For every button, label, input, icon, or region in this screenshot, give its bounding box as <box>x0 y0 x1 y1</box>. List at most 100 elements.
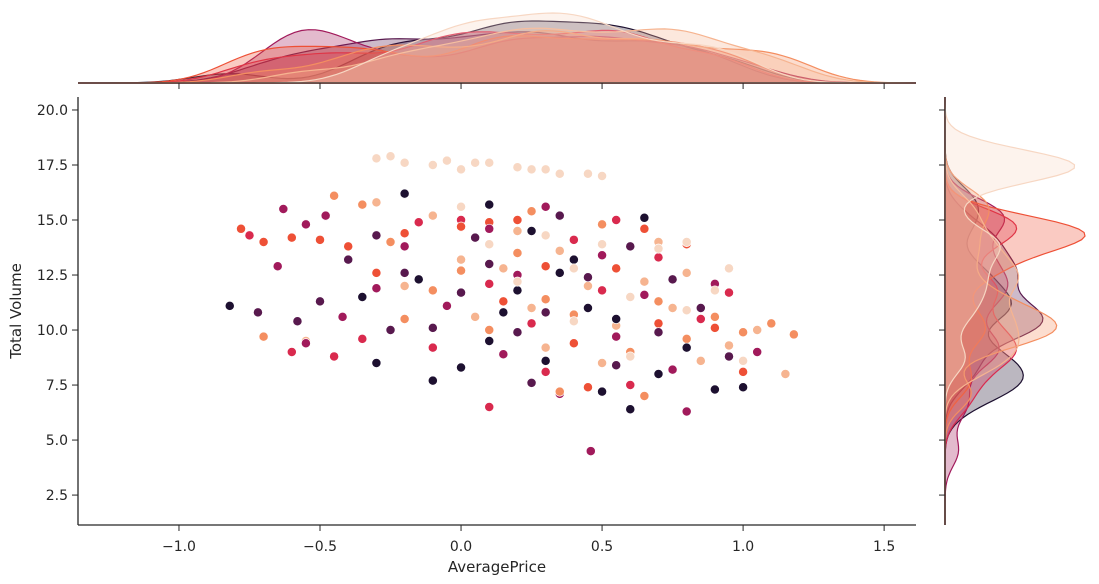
scatter-point-g0 <box>512 285 523 296</box>
scatter-point-g7 <box>583 168 593 179</box>
y-tick-label: 5.0 <box>46 433 68 449</box>
scatter-point-g3 <box>413 217 424 228</box>
scatter-point-g3 <box>540 366 551 377</box>
scatter-point-g1 <box>695 303 706 313</box>
scatter-point-g7 <box>456 164 466 175</box>
scatter-point-g2 <box>597 250 608 261</box>
scatter-point-g0 <box>427 375 438 386</box>
scatter-point-g3 <box>653 252 664 263</box>
y-tick-label: 7.5 <box>46 378 68 394</box>
scatter-point-g2 <box>667 364 678 375</box>
scatter-point-g6 <box>667 303 678 313</box>
x-axis-label: AveragePrice <box>448 558 546 576</box>
scatter-point-g4 <box>286 232 297 243</box>
scatter-point-g6 <box>470 311 481 322</box>
scatter-point-g3 <box>357 333 368 344</box>
scatter-point-g4 <box>399 228 410 239</box>
scatter-point-g6 <box>583 281 593 291</box>
scatter-point-g7 <box>484 157 495 168</box>
scatter-point-g2 <box>639 289 650 300</box>
scatter-point-g0 <box>611 314 622 324</box>
scatter-point-g4 <box>315 234 325 245</box>
scatter-point-g3 <box>611 215 622 225</box>
scatter-point-g0 <box>540 355 551 366</box>
right-marginal-kde <box>944 97 1086 525</box>
scatter-point-g1 <box>526 377 537 388</box>
scatter-point-g4 <box>371 267 382 278</box>
scatter-point-g2 <box>272 261 283 272</box>
scatter-point-g7 <box>681 237 692 247</box>
scatter-point-g7 <box>597 171 608 181</box>
scatter-point-g7 <box>625 292 636 302</box>
scatter-point-g0 <box>639 212 650 223</box>
scatter-point-g7 <box>709 285 720 296</box>
scatter-point-g6 <box>554 245 565 256</box>
top-kde-g5 <box>78 30 917 84</box>
scatter-point-g3 <box>244 230 255 241</box>
x-tick-label: −0.5 <box>303 539 337 555</box>
scatter-point-g0 <box>357 292 368 302</box>
scatter-point-g5 <box>329 190 340 201</box>
scatter-point-g7 <box>427 160 438 170</box>
scatter-point-g2 <box>371 283 382 294</box>
scatter-point-g7 <box>540 164 551 175</box>
scatter-point-g2 <box>484 223 495 234</box>
scatter-point-g1 <box>484 259 495 269</box>
scatter-point-g5 <box>258 331 269 342</box>
scatter-point-g1 <box>385 325 396 335</box>
scatter-point-g3 <box>568 234 579 245</box>
scatter-point-g7 <box>456 201 466 212</box>
scatter-point-g4 <box>498 296 509 307</box>
scatter-point-g2 <box>399 241 410 252</box>
scatter-point-g4 <box>653 318 664 329</box>
scatter-point-g7 <box>441 155 452 166</box>
scatter-point-g7 <box>385 151 396 162</box>
scatter-point-g6 <box>752 325 763 335</box>
scatter-point-g0 <box>498 307 509 318</box>
x-tick-label: 1.5 <box>873 539 895 555</box>
scatter-point-g1 <box>399 267 410 278</box>
scatter-point-g6 <box>456 254 466 265</box>
scatter-point-g0 <box>484 199 495 210</box>
scatter-point-g7 <box>371 153 382 164</box>
scatter-point-g7 <box>540 230 551 241</box>
scatter-point-g7 <box>512 276 523 287</box>
scatter-point-g3 <box>625 380 636 390</box>
y-axis-label: Total Volume <box>7 263 25 360</box>
scatter-point-g4 <box>512 215 523 225</box>
x-tick-label: −1.0 <box>162 539 196 555</box>
scatter-point-g7 <box>597 239 608 250</box>
top-marginal-kde <box>78 12 917 84</box>
scatter-point-g7 <box>526 164 537 175</box>
scatter-point-g5 <box>788 329 799 340</box>
scatter-point-g4 <box>258 237 269 247</box>
scatter-point-g2 <box>752 347 763 357</box>
scatter-point-g5 <box>554 386 565 397</box>
scatter-point-g0 <box>399 188 410 199</box>
scatter-point-g1 <box>540 307 551 318</box>
scatter-point-g3 <box>526 318 537 329</box>
scatter-point-g7 <box>625 351 636 362</box>
scatter-point-g5 <box>512 248 523 258</box>
scatter-point-g0 <box>653 369 664 379</box>
scatter-point-g6 <box>639 276 650 287</box>
scatter-point-g4 <box>343 241 354 252</box>
scatter-point-g6 <box>540 342 551 353</box>
scatter-point-g4 <box>709 322 720 333</box>
scatter-point-g3 <box>329 351 340 362</box>
scatter-point-g0 <box>625 404 636 415</box>
scatter-point-g5 <box>399 314 410 324</box>
scatter-point-g0 <box>371 358 382 368</box>
scatter-point-g0 <box>738 382 749 393</box>
axes: −1.0 −0.5 0.0 0.5 1.0 1.5 2.5 5.0 7.5 10.0 12.5 15.… <box>37 82 946 555</box>
scatter-point-g1 <box>512 327 523 338</box>
y-tick-label: 20.0 <box>37 103 68 119</box>
scatter-point-g2 <box>320 210 331 221</box>
scatter-point-g2 <box>540 201 551 212</box>
scatter-point-g0 <box>224 300 235 311</box>
y-tick-label: 17.5 <box>37 158 68 174</box>
scatter-point-g5 <box>540 294 551 305</box>
scatter-point-g3 <box>286 347 297 357</box>
scatter-point-g7 <box>653 243 664 254</box>
